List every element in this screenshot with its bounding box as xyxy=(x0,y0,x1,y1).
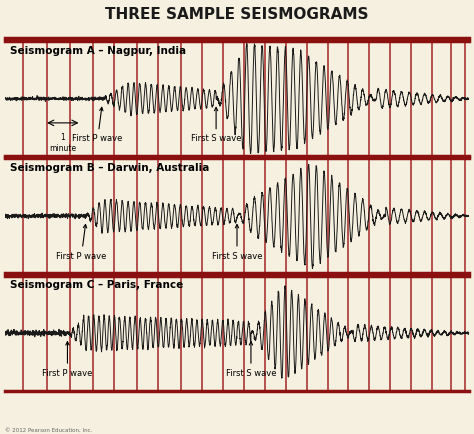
Text: First P wave: First P wave xyxy=(73,107,123,143)
Text: 1
minute: 1 minute xyxy=(49,133,76,153)
Text: © 2012 Pearson Education, Inc.: © 2012 Pearson Education, Inc. xyxy=(5,428,92,433)
Text: THREE SAMPLE SEISMOGRAMS: THREE SAMPLE SEISMOGRAMS xyxy=(105,7,369,22)
Text: Seismogram C – Paris, France: Seismogram C – Paris, France xyxy=(10,280,183,290)
Text: Seismogram B – Darwin, Australia: Seismogram B – Darwin, Australia xyxy=(10,163,210,173)
Text: First S wave: First S wave xyxy=(212,224,262,260)
Text: First S wave: First S wave xyxy=(191,107,241,143)
Text: Seismogram A – Nagpur, India: Seismogram A – Nagpur, India xyxy=(10,46,186,56)
Text: First P wave: First P wave xyxy=(42,342,92,378)
Text: First S wave: First S wave xyxy=(226,342,276,378)
Text: First P wave: First P wave xyxy=(56,224,107,260)
